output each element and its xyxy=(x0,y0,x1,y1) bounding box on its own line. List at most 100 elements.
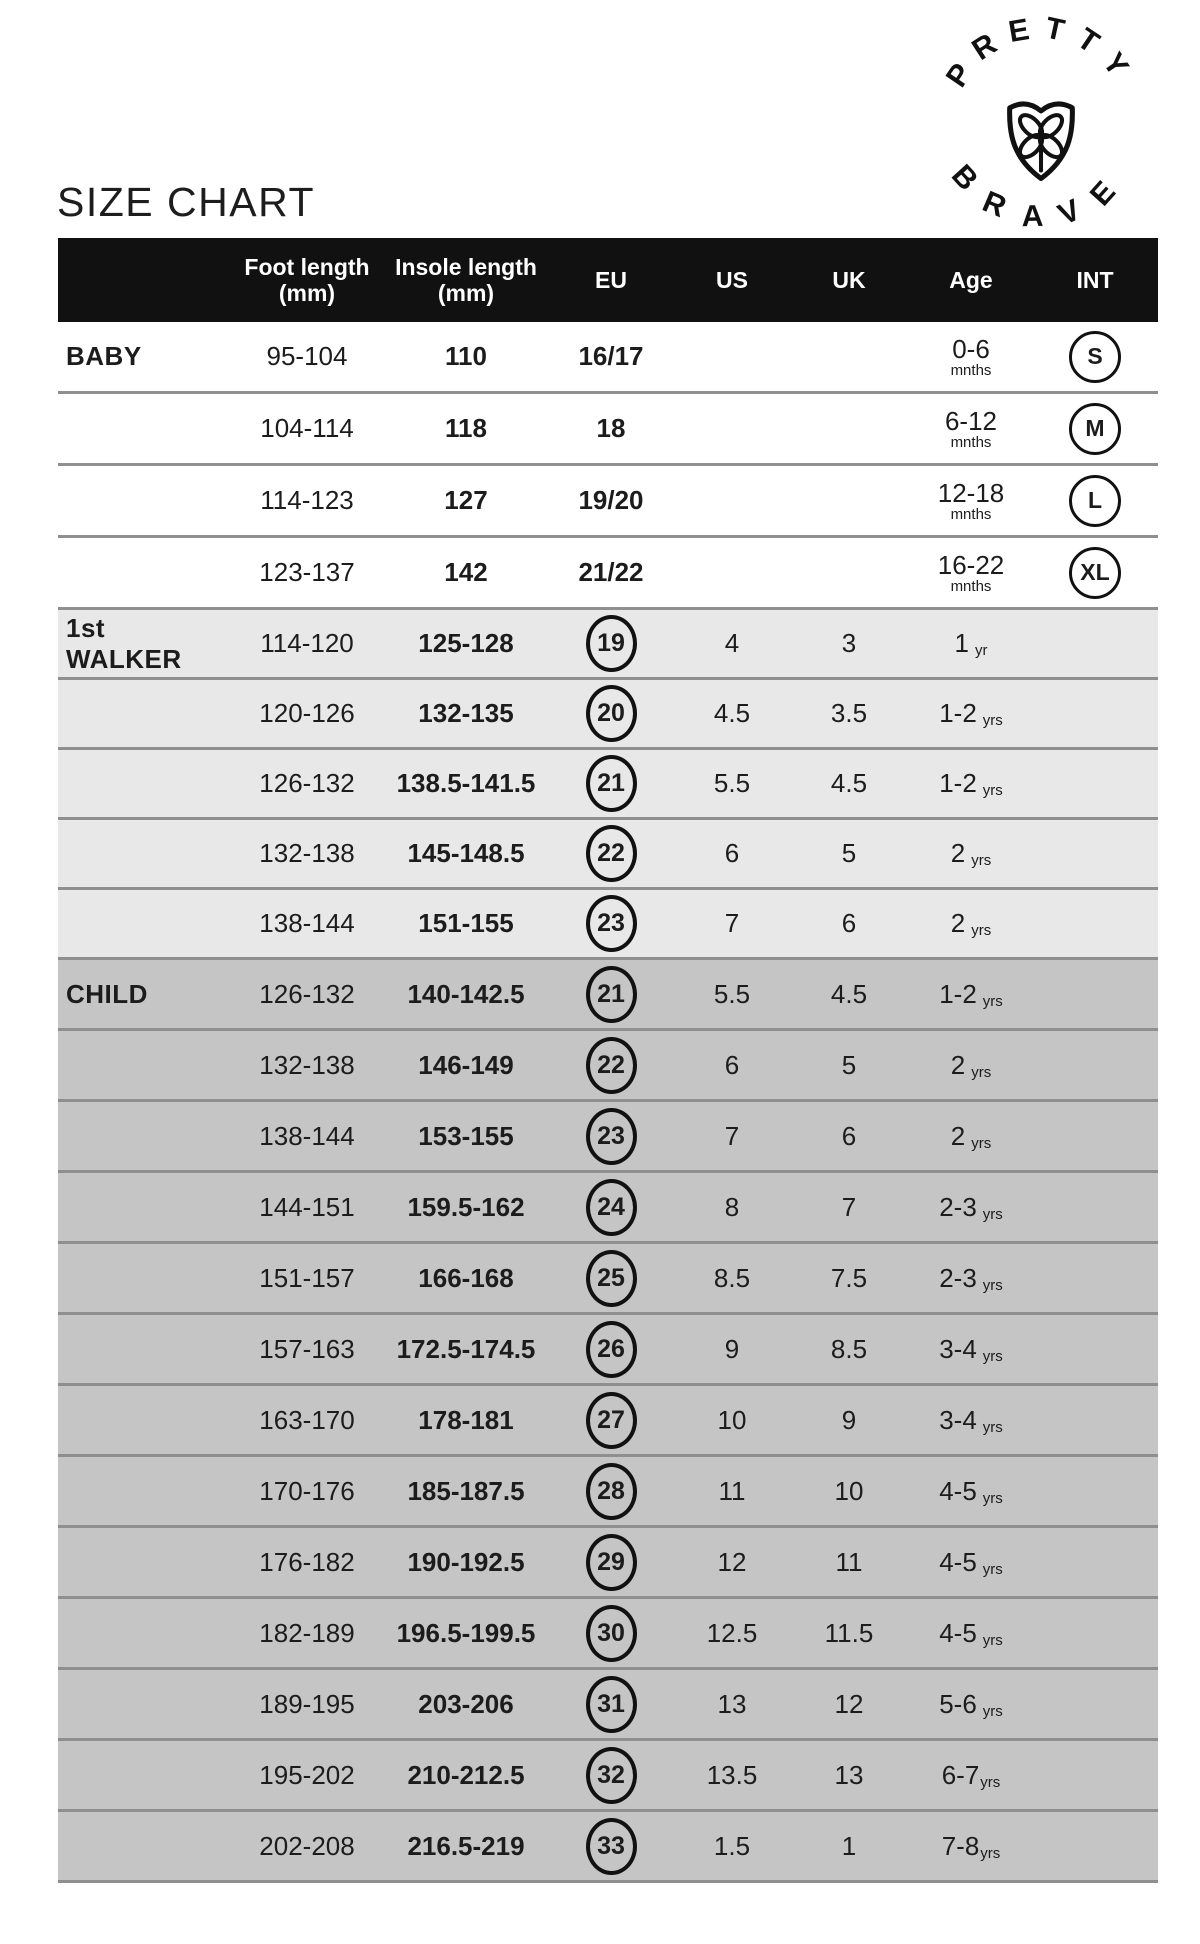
int-cell xyxy=(1032,1633,1158,1634)
foot-length-cell: 202-208 xyxy=(259,1830,355,1861)
age-value: 2 xyxy=(950,1049,966,1080)
us-cell xyxy=(676,356,788,357)
category-cell xyxy=(58,1349,228,1350)
eu-circle: 23 xyxy=(585,895,637,952)
shield-flower-icon xyxy=(1007,101,1075,182)
us-cell: 5.5 xyxy=(713,768,751,798)
age-cell: 0-6 mnths xyxy=(910,336,1032,378)
pretty-brave-logo: PRETTY BRAVE xyxy=(940,11,1142,232)
foot-length-cell: 114-120 xyxy=(260,628,354,658)
foot-length-cell: 176-182 xyxy=(259,1546,355,1577)
eu-cell: 29 xyxy=(546,1533,676,1591)
table-row: 138-144 153-155 23 7 6 2 yrs xyxy=(58,1102,1158,1173)
header-foot-length: Foot length (mm) xyxy=(244,253,370,306)
eu-value: 16/17 xyxy=(578,341,644,371)
category-cell xyxy=(58,572,228,573)
int-size-circle: S xyxy=(1069,330,1121,383)
category-cell xyxy=(58,428,228,429)
eu-circle: 22 xyxy=(585,1036,637,1094)
age-unit: yrs xyxy=(982,712,1003,729)
insole-length-cell: 178-181 xyxy=(418,1404,514,1435)
header-age: Age xyxy=(949,266,993,293)
age-unit: yrs xyxy=(980,1773,1001,1791)
us-cell: 9 xyxy=(724,1333,740,1364)
age-cell: 1-2 yrs xyxy=(910,979,1032,1010)
insole-length-cell: 159.5-162 xyxy=(407,1191,525,1222)
us-cell: 7 xyxy=(724,1120,740,1151)
logo-arc-top-text: PRETTY xyxy=(940,11,1142,93)
us-cell: 6 xyxy=(724,1049,740,1080)
uk-cell xyxy=(788,500,910,501)
age-value: 0-6 xyxy=(952,333,990,364)
category-cell xyxy=(58,500,228,501)
int-cell xyxy=(1032,1278,1158,1279)
foot-length-cell: 126-132 xyxy=(259,768,355,798)
eu-circle: 32 xyxy=(585,1746,637,1804)
uk-cell: 5 xyxy=(841,1049,857,1080)
uk-cell: 7 xyxy=(841,1191,857,1222)
int-cell xyxy=(1032,853,1158,854)
eu-cell: 22 xyxy=(546,1036,676,1094)
eu-value: 18 xyxy=(596,413,626,443)
insole-length-cell: 166-168 xyxy=(418,1262,514,1293)
category-cell xyxy=(58,1491,228,1492)
table-body: BABY 95-104 110 16/17 0-6 mnths S 104-114 118 18 6… xyxy=(58,322,1158,1883)
insole-length-cell: 151-155 xyxy=(418,908,514,938)
foot-length-cell: 151-157 xyxy=(259,1262,355,1293)
category-cell xyxy=(58,1704,228,1705)
eu-circle: 19 xyxy=(585,615,637,672)
eu-cell: 20 xyxy=(546,685,676,742)
age-cell: 7-8yrs xyxy=(910,1831,1032,1862)
category-cell xyxy=(58,783,228,784)
insole-length-cell: 118 xyxy=(445,413,487,443)
table-row: 163-170 178-181 27 10 9 3-4 yrs xyxy=(58,1386,1158,1457)
eu-cell: 25 xyxy=(546,1249,676,1307)
age-unit: mnths xyxy=(950,505,992,523)
uk-cell: 7.5 xyxy=(830,1262,868,1293)
eu-circle: 22 xyxy=(585,825,637,882)
table-row: CHILD 126-132 140-142.5 21 5.5 4.5 1-2 yrs xyxy=(58,960,1158,1031)
age-cell: 16-22 mnths xyxy=(910,552,1032,594)
foot-length-cell: 157-163 xyxy=(259,1333,355,1364)
eu-circle: 25 xyxy=(585,1249,637,1307)
insole-length-cell: 196.5-199.5 xyxy=(396,1617,536,1648)
int-cell xyxy=(1032,1704,1158,1705)
int-cell xyxy=(1032,643,1158,644)
table-row: 114-123 127 19/20 12-18 mnths L xyxy=(58,466,1158,538)
header-uk: UK xyxy=(832,266,866,293)
age-cell: 2-3 yrs xyxy=(910,1263,1032,1294)
age-value: 4-5 xyxy=(939,1546,977,1577)
insole-length-cell: 125-128 xyxy=(418,628,514,658)
table-row: 182-189 196.5-199.5 30 12.5 11.5 4-5 yrs xyxy=(58,1599,1158,1670)
age-cell: 4-5 yrs xyxy=(910,1476,1032,1507)
eu-value: 21/22 xyxy=(578,557,644,587)
page-title: SIZE CHART xyxy=(57,179,315,225)
table-row: 151-157 166-168 25 8.5 7.5 2-3 yrs xyxy=(58,1244,1158,1315)
int-cell xyxy=(1032,1775,1158,1776)
uk-cell: 12 xyxy=(834,1688,864,1719)
eu-cell: 21 xyxy=(546,965,676,1023)
header-int: INT xyxy=(1076,266,1114,293)
eu-cell: 22 xyxy=(546,825,676,882)
category-cell xyxy=(58,1633,228,1634)
header-insole-length: Insole length (mm) xyxy=(395,253,537,306)
age-value: 6-7 xyxy=(941,1759,980,1790)
age-unit: yrs xyxy=(971,922,992,939)
age-unit: yrs xyxy=(982,1276,1003,1294)
table-row: 157-163 172.5-174.5 26 9 8.5 3-4 yrs xyxy=(58,1315,1158,1386)
table-row: 123-137 142 21/22 16-22 mnths XL xyxy=(58,538,1158,610)
uk-cell: 13 xyxy=(834,1759,864,1790)
uk-cell: 5 xyxy=(841,838,857,868)
size-table: Foot length (mm) Insole length (mm) EU U… xyxy=(58,238,1158,1883)
int-cell xyxy=(1032,1562,1158,1563)
table-row: 176-182 190-192.5 29 12 11 4-5 yrs xyxy=(58,1528,1158,1599)
table-row: 144-151 159.5-162 24 8 7 2-3 yrs xyxy=(58,1173,1158,1244)
us-cell: 12.5 xyxy=(706,1617,758,1648)
foot-length-cell: 138-144 xyxy=(259,1120,355,1151)
eu-circle: 26 xyxy=(585,1320,637,1378)
eu-cell: 21 xyxy=(546,755,676,812)
age-value: 16-22 xyxy=(937,549,1005,580)
us-cell: 5.5 xyxy=(713,978,751,1009)
us-cell: 10 xyxy=(717,1404,747,1435)
age-unit: yrs xyxy=(982,1205,1003,1223)
